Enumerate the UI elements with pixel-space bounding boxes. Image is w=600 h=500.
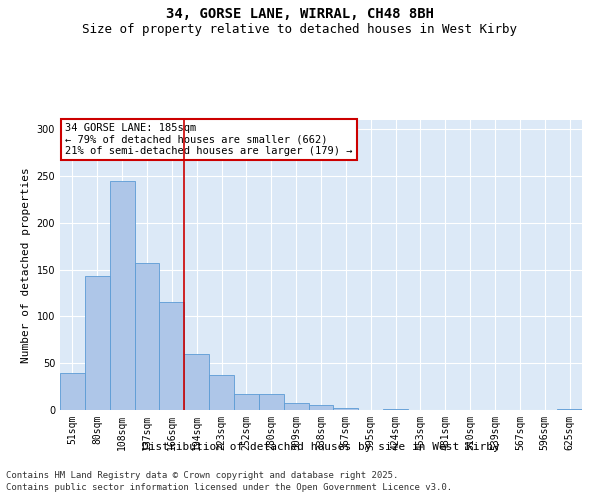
Bar [557, 409, 582, 410]
Bar [110, 181, 134, 410]
Bar [383, 409, 408, 410]
Bar [160, 302, 184, 410]
Text: Size of property relative to detached houses in West Kirby: Size of property relative to detached ho… [83, 22, 517, 36]
Y-axis label: Number of detached properties: Number of detached properties [21, 167, 31, 363]
Text: 34, GORSE LANE, WIRRAL, CH48 8BH: 34, GORSE LANE, WIRRAL, CH48 8BH [166, 8, 434, 22]
Bar [134, 263, 160, 410]
Bar [334, 408, 358, 410]
Text: Distribution of detached houses by size in West Kirby: Distribution of detached houses by size … [142, 442, 500, 452]
Bar [308, 406, 334, 410]
Bar [234, 394, 259, 410]
Bar [184, 354, 209, 410]
Bar [85, 276, 110, 410]
Text: Contains public sector information licensed under the Open Government Licence v3: Contains public sector information licen… [6, 484, 452, 492]
Bar [60, 372, 85, 410]
Bar [284, 402, 308, 410]
Text: Contains HM Land Registry data © Crown copyright and database right 2025.: Contains HM Land Registry data © Crown c… [6, 471, 398, 480]
Bar [209, 376, 234, 410]
Text: 34 GORSE LANE: 185sqm
← 79% of detached houses are smaller (662)
21% of semi-det: 34 GORSE LANE: 185sqm ← 79% of detached … [65, 123, 353, 156]
Bar [259, 394, 284, 410]
